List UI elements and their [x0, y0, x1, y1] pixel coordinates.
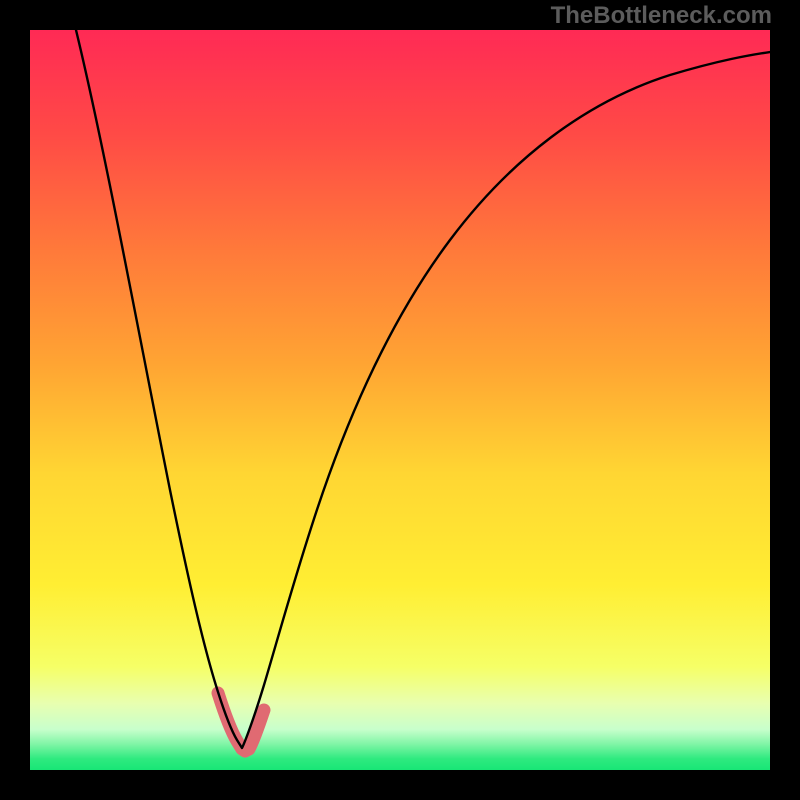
watermark-text: TheBottleneck.com	[551, 2, 772, 30]
plot-area	[30, 30, 770, 770]
plot-svg	[30, 30, 770, 770]
chart-canvas: TheBottleneck.com	[0, 0, 800, 800]
plot-background	[30, 30, 770, 770]
